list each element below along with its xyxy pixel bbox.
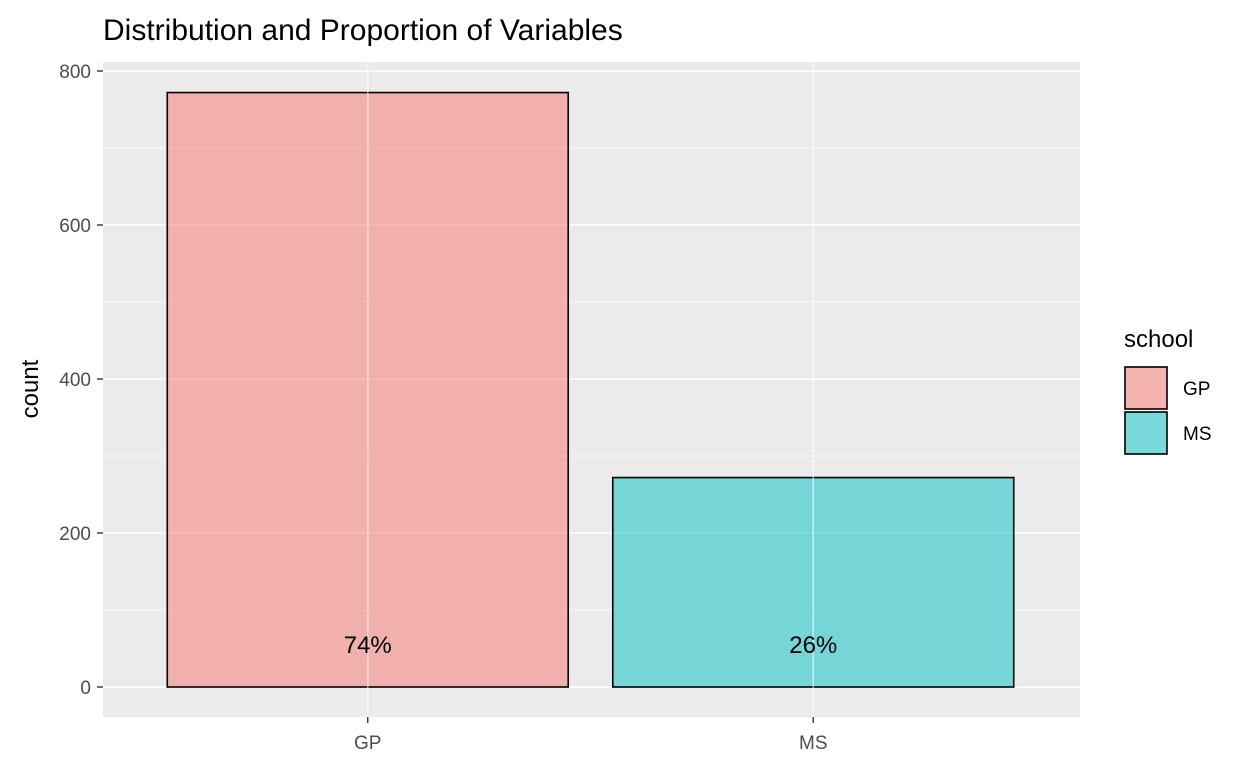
y-axis-title: count <box>17 359 44 418</box>
y-axis: 0 200 400 600 800 <box>59 62 103 699</box>
y-tick-label: 800 <box>59 62 91 83</box>
legend-label: MS <box>1183 424 1212 445</box>
x-tick-label: MS <box>799 733 828 754</box>
grid-vertical <box>366 62 815 717</box>
data-label: 26% <box>789 632 837 659</box>
data-label: 74% <box>344 632 392 659</box>
chart-title: Distribution and Proportion of Variables <box>103 14 623 47</box>
x-tick-label: GP <box>354 733 381 754</box>
legend: school GP MS <box>1124 326 1212 455</box>
data-labels: 74% 26% <box>344 632 838 659</box>
y-tick-label: 200 <box>59 524 91 545</box>
y-tick-label: 400 <box>59 370 91 391</box>
x-axis: GP MS <box>354 717 828 754</box>
legend-swatch-gp <box>1124 366 1168 410</box>
legend-swatch-ms <box>1124 411 1168 455</box>
legend-items: GP MS <box>1124 366 1212 455</box>
legend-label: GP <box>1183 379 1210 400</box>
y-tick-label: 600 <box>59 216 91 237</box>
legend-title: school <box>1124 326 1193 353</box>
y-tick-label: 0 <box>80 678 91 699</box>
